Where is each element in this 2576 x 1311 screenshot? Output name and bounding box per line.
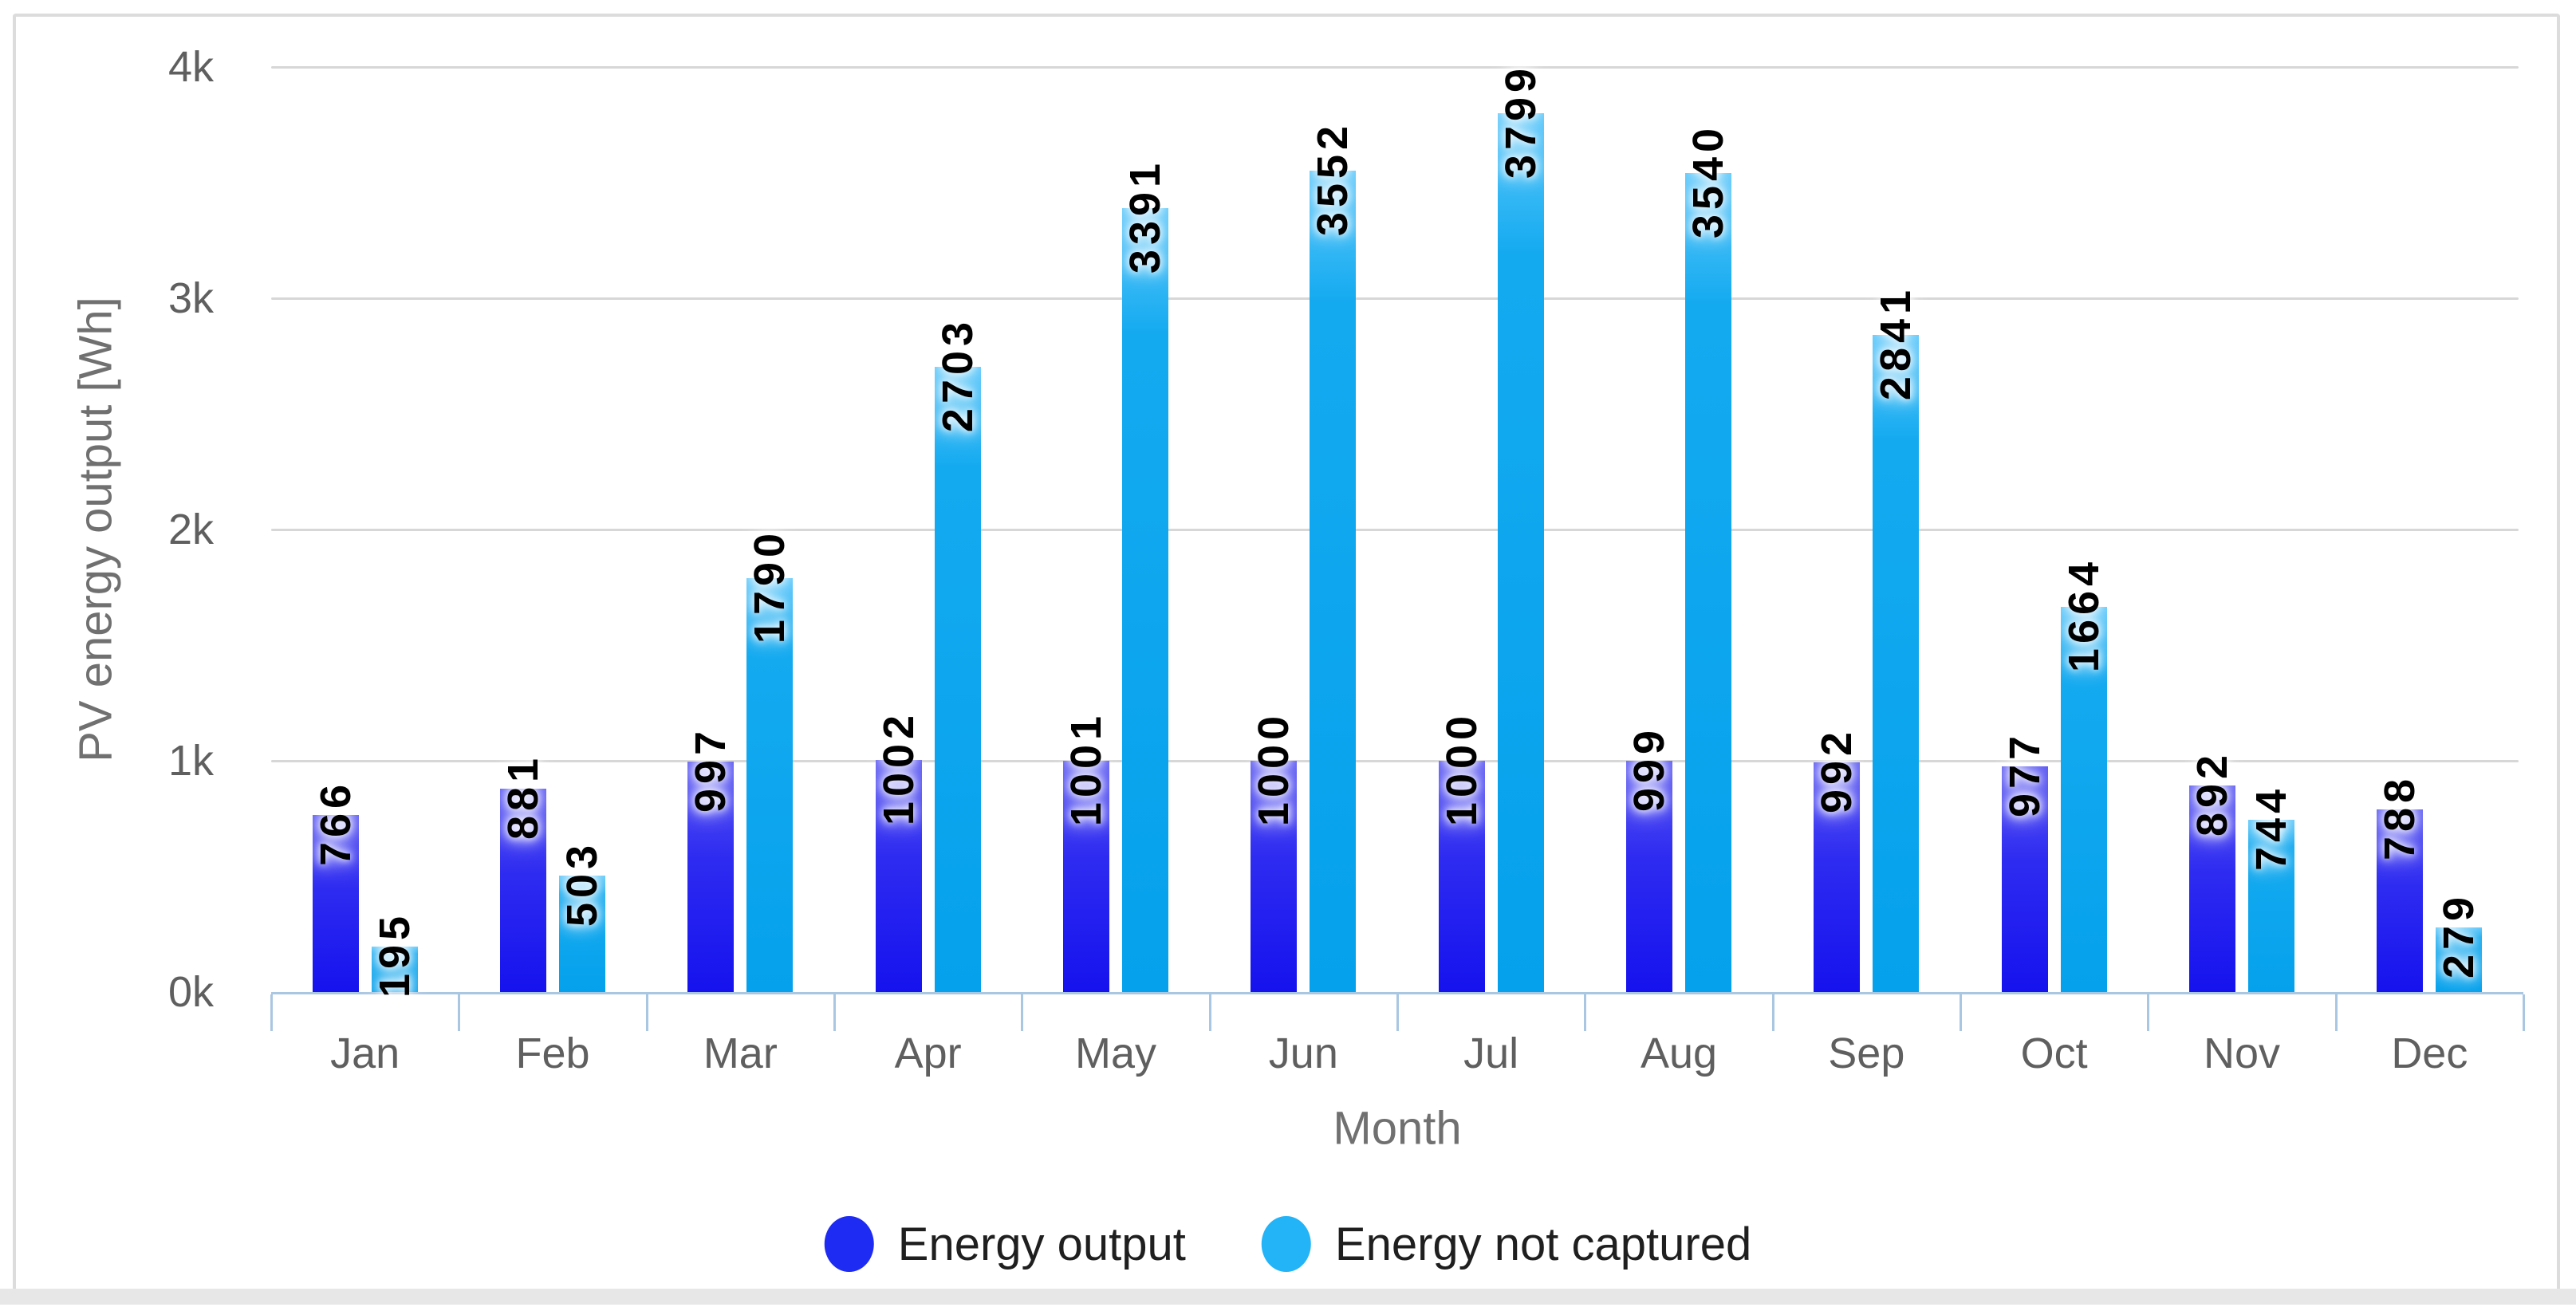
- chart-card-border: [13, 14, 2560, 1293]
- x-axis-tick: [2147, 994, 2150, 1031]
- bar-value-label: 1001: [1062, 711, 1110, 826]
- bar-oct-output: 977: [2001, 731, 2049, 992]
- x-axis-tick: [1584, 994, 1587, 1031]
- bar-value-label: 1790: [746, 528, 794, 644]
- bar-value-label: 195: [370, 911, 419, 998]
- bar-nov-output: 892: [2188, 750, 2236, 992]
- bar-apr-not-captured: 2703: [934, 317, 982, 992]
- bar-value-label: 1000: [1250, 711, 1298, 827]
- x-tick-label-nov: Nov: [2203, 1030, 2281, 1077]
- bar-sep-not-captured: 2841: [1872, 285, 1920, 992]
- bar-mar-output: 997: [687, 726, 735, 992]
- gridline-3k: [271, 297, 2519, 300]
- bar-oct-not-captured: 1664: [2060, 557, 2108, 992]
- window-bottom-strip: [0, 1289, 2576, 1305]
- legend-marker-circle-light-blue: [1261, 1216, 1311, 1272]
- bar-feb-output: 881: [499, 753, 547, 992]
- x-tick-label-jun: Jun: [1268, 1030, 1338, 1077]
- bar-aug-not-captured: 3540: [1684, 124, 1732, 992]
- bar-may-output: 1001: [1062, 711, 1110, 992]
- x-tick-label-apr: Apr: [894, 1030, 962, 1077]
- legend-label: Energy output: [897, 1218, 1186, 1270]
- gridline-2k: [271, 529, 2519, 531]
- y-axis-title: PV energy output [Wh]: [69, 297, 122, 762]
- bar-value-label: 279: [2435, 892, 2483, 979]
- legend-marker-circle-dark-blue: [824, 1216, 874, 1272]
- x-axis-tick: [2523, 994, 2525, 1031]
- bar-value-label: 3799: [1496, 64, 1545, 179]
- x-tick-label-may: May: [1074, 1030, 1157, 1077]
- x-axis-tick: [2334, 994, 2338, 1031]
- bar-feb-not-captured: 503: [558, 841, 606, 992]
- bar-jun-not-captured: 3552: [1309, 121, 1357, 992]
- bar-aug-output: 999: [1625, 726, 1673, 992]
- bar-value-label: 744: [2247, 785, 2295, 872]
- bar-nov-not-captured: 744: [2247, 785, 2295, 992]
- x-tick-label-oct: Oct: [2020, 1030, 2088, 1077]
- bar-may-not-captured: 3391: [1121, 159, 1169, 992]
- y-tick-label: 2k: [167, 506, 214, 553]
- bar-value-label: 1000: [1437, 711, 1486, 827]
- x-tick-label-feb: Feb: [515, 1030, 590, 1077]
- bar-jul-output: 1000: [1438, 711, 1486, 992]
- x-tick-label-mar: Mar: [703, 1030, 778, 1077]
- x-tick-label-aug: Aug: [1640, 1030, 1718, 1077]
- gridline-1k: [271, 760, 2519, 762]
- bar-value-label: 788: [2376, 774, 2424, 861]
- bar-jan-output: 766: [312, 780, 360, 992]
- bar-value-label: 3552: [1309, 120, 1357, 236]
- bar-value-label: 881: [499, 753, 547, 840]
- bar-value-label: 503: [558, 841, 606, 927]
- legend-item-energy-output: Energy output: [824, 1216, 1186, 1272]
- x-tick-label-jul: Jul: [1463, 1030, 1519, 1077]
- bar-value-label: 3540: [1684, 124, 1732, 239]
- bar-value-label: 1002: [874, 711, 923, 826]
- bar-sep-output: 992: [1813, 727, 1861, 992]
- x-axis-tick: [833, 994, 836, 1031]
- bar-dec-output: 788: [2376, 774, 2424, 992]
- bar-mar-not-captured: 1790: [746, 529, 794, 992]
- bar-value-label: 977: [2000, 730, 2049, 817]
- x-axis-tick: [1960, 994, 1962, 1031]
- bar-value-label: 2703: [933, 317, 982, 433]
- bar-jan-not-captured: 195: [371, 911, 419, 998]
- y-tick-label: 3k: [167, 274, 214, 322]
- x-axis-line: [271, 992, 2523, 994]
- bar-value-label: 892: [2188, 750, 2236, 837]
- legend-label: Energy not captured: [1334, 1218, 1752, 1270]
- x-tick-label-jan: Jan: [330, 1030, 400, 1077]
- y-tick-label: 1k: [167, 737, 214, 785]
- bar-jun-output: 1000: [1250, 711, 1298, 992]
- bar-value-label: 997: [687, 726, 735, 813]
- bar-value-label: 999: [1625, 726, 1673, 813]
- gridline-4k: [271, 66, 2519, 69]
- legend-item-energy-not-captured: Energy not captured: [1261, 1216, 1752, 1272]
- x-axis-tick: [1396, 994, 1399, 1031]
- legend: Energy output Energy not captured: [824, 1216, 1752, 1272]
- bar-value-label: 3391: [1121, 158, 1169, 274]
- bar-value-label: 992: [1813, 727, 1861, 814]
- x-axis-tick: [1771, 994, 1774, 1031]
- bar-dec-not-captured: 279: [2435, 892, 2483, 992]
- x-axis-tick: [1021, 994, 1024, 1031]
- y-tick-label: 0k: [167, 968, 214, 1016]
- x-axis-tick: [270, 994, 273, 1031]
- x-axis-tick: [458, 994, 461, 1031]
- bar-value-label: 2841: [1872, 285, 1920, 401]
- x-axis-tick: [1208, 994, 1211, 1031]
- x-tick-label-dec: Dec: [2391, 1030, 2468, 1077]
- bar-jul-not-captured: 3799: [1497, 64, 1545, 992]
- y-tick-label: 4k: [167, 43, 214, 91]
- x-tick-label-sep: Sep: [1828, 1030, 1905, 1077]
- bar-apr-output: 1002: [875, 711, 923, 992]
- bar-value-label: 1664: [2059, 557, 2108, 673]
- x-axis-tick: [645, 994, 648, 1031]
- x-axis-title: Month: [1333, 1102, 1462, 1155]
- bar-value-label: 766: [311, 779, 360, 866]
